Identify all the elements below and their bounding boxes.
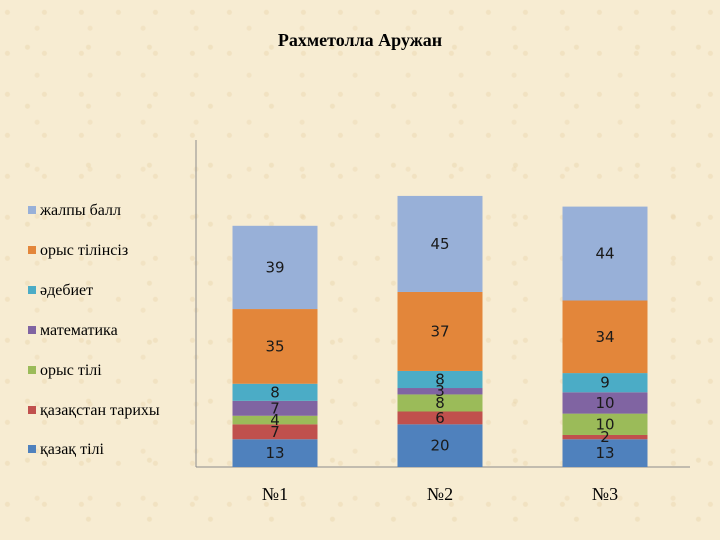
- value-label: 13: [595, 444, 614, 462]
- legend-label: әдебиет: [40, 282, 93, 299]
- legend-label: орыс тілінсіз: [40, 242, 128, 259]
- value-label: 3: [435, 382, 445, 400]
- value-label: 44: [595, 245, 614, 263]
- value-label: 8: [435, 394, 445, 412]
- bar-segment: [232, 400, 318, 416]
- category-label: №1: [262, 484, 288, 504]
- bar-segment: [397, 394, 483, 412]
- bar-segment: [232, 424, 318, 440]
- value-label: 7: [270, 423, 280, 441]
- bar-segment: [397, 411, 483, 425]
- bars: [232, 195, 648, 467]
- bar-segment: [562, 434, 648, 440]
- bar-segment: [232, 415, 318, 425]
- bar-segment: [397, 424, 483, 467]
- value-label: 6: [435, 409, 445, 427]
- legend-label: математика: [40, 322, 118, 339]
- legend-label: қазақстан тарихы: [40, 402, 160, 419]
- value-label: 37: [430, 322, 449, 340]
- bar-segment: [397, 388, 483, 395]
- legend: жалпы балл орыс тілінсіз әдебиет математика…: [28, 202, 160, 458]
- legend-swatch: [28, 326, 36, 334]
- value-label: 20: [430, 437, 449, 455]
- value-label: 35: [265, 337, 284, 355]
- value-label: 34: [595, 328, 614, 346]
- value-label: 8: [270, 383, 280, 401]
- bar-segment: [232, 309, 318, 384]
- category-label: №3: [592, 484, 618, 504]
- value-label: 45: [430, 235, 449, 253]
- value-label: 13: [265, 444, 284, 462]
- bar-segment: [397, 195, 483, 292]
- bar-segment: [562, 206, 648, 301]
- legend-label: жалпы балл: [39, 202, 121, 219]
- category-label: №2: [427, 484, 453, 504]
- value-label: 10: [595, 415, 614, 433]
- legend-swatch: [28, 445, 36, 453]
- bar-segment: [397, 370, 483, 389]
- value-label: 39: [265, 258, 284, 276]
- value-label: 9: [600, 374, 610, 392]
- value-label: 7: [270, 399, 280, 417]
- bar-segment: [232, 439, 318, 467]
- bar-segment: [232, 225, 318, 310]
- value-label: 8: [435, 370, 445, 388]
- value-label: 10: [595, 394, 614, 412]
- bar-segment: [562, 413, 648, 435]
- legend-swatch: [28, 366, 36, 374]
- bar-segment: [562, 300, 648, 374]
- legend-label: қазақ тілі: [40, 441, 104, 458]
- value-label: 4: [270, 411, 280, 429]
- bar-segment: [562, 373, 648, 393]
- bar-segment: [562, 392, 648, 414]
- legend-swatch: [28, 286, 36, 294]
- category-labels: №1 №2 №3: [262, 484, 618, 504]
- legend-swatch: [28, 246, 36, 254]
- bar-segment: [232, 383, 318, 401]
- legend-label: орыс тілі: [40, 362, 102, 379]
- bar-segment: [397, 291, 483, 371]
- value-label: 2: [600, 428, 610, 446]
- legend-swatch: [28, 206, 36, 214]
- bar-segment: [562, 439, 648, 467]
- chart-title: Рахметолла Аружан: [277, 30, 443, 50]
- legend-swatch: [28, 406, 36, 414]
